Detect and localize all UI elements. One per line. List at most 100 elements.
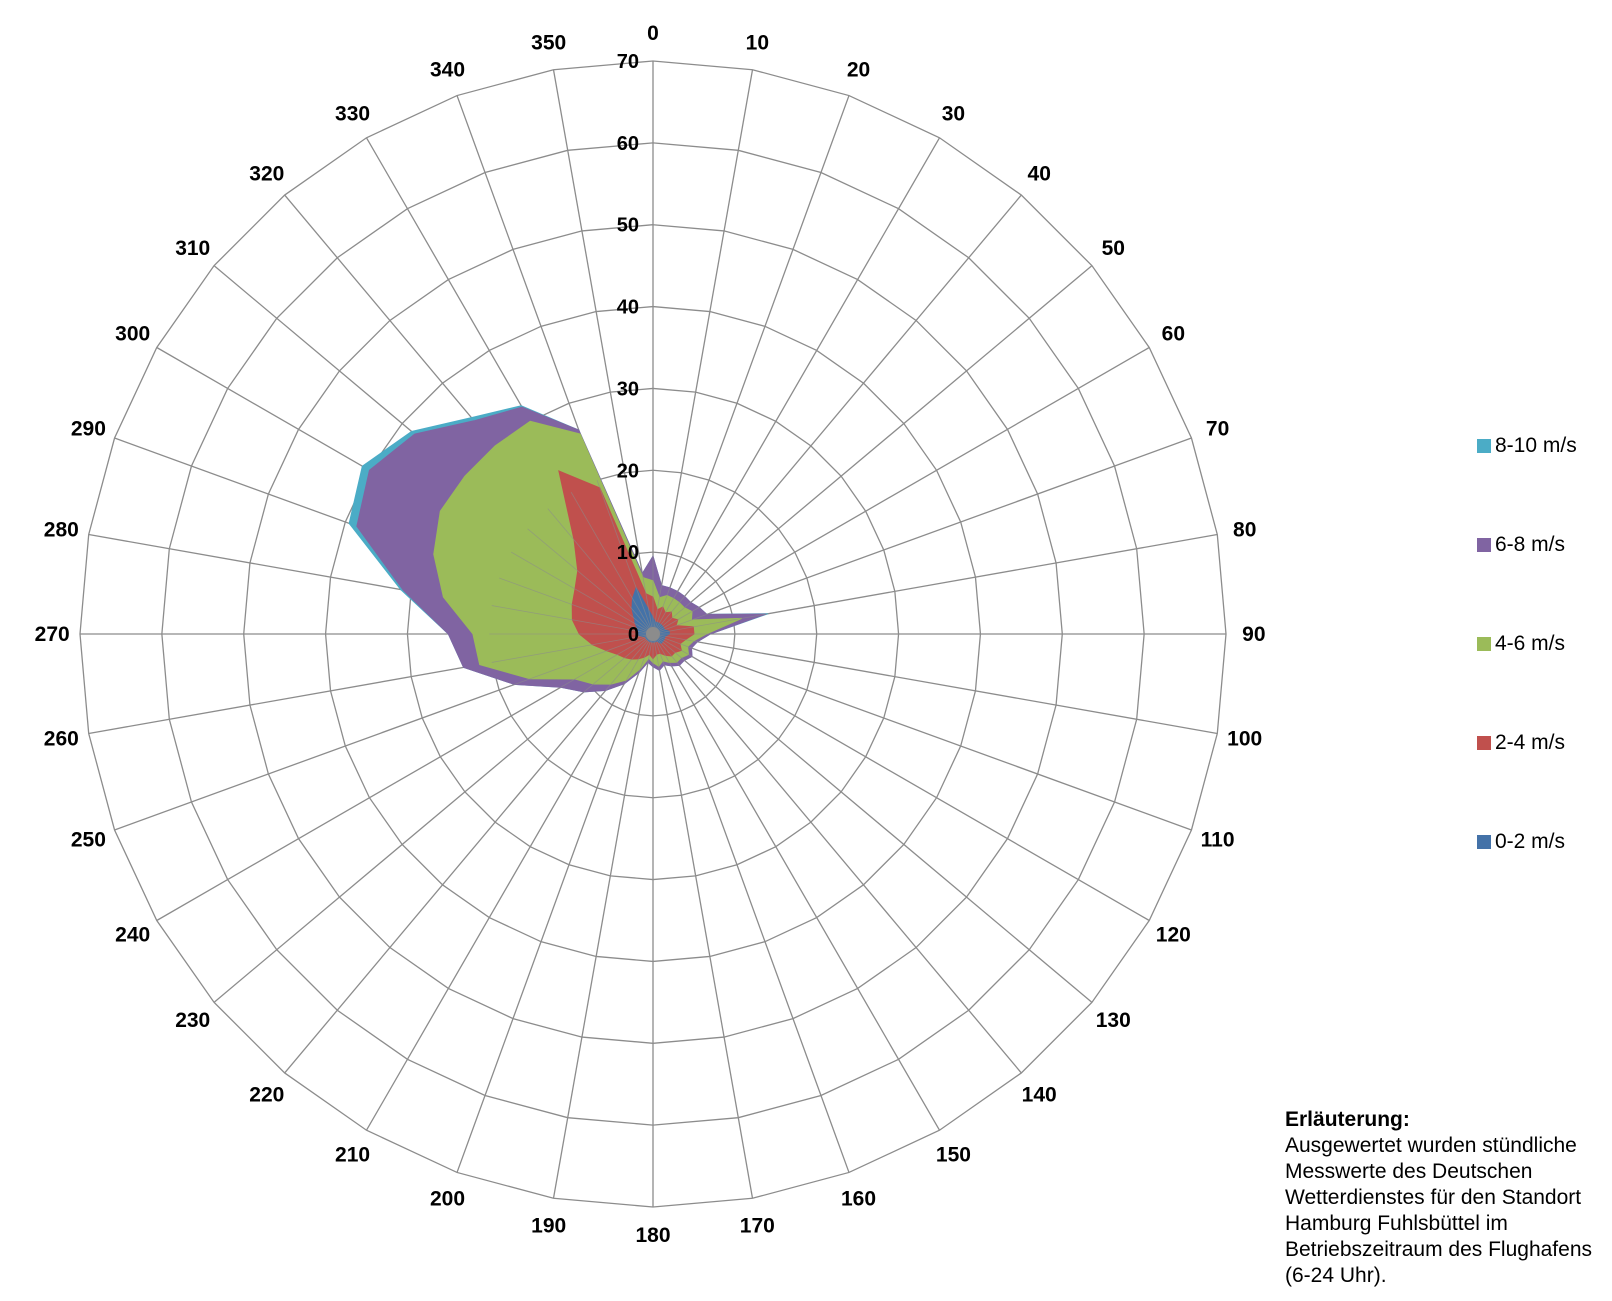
legend-item: 0-2 m/s (1477, 829, 1565, 855)
grid-spoke-overlay (491, 633, 654, 663)
grid-spoke-overlay (652, 633, 710, 788)
legend-swatch (1477, 637, 1491, 651)
radial-tick-label: 30 (617, 378, 639, 400)
legend-label: 0-2 m/s (1495, 830, 1566, 853)
note-line: Hamburg Fuhlsbüttel im (1285, 1212, 1508, 1235)
explanation-note: Erläuterung: Ausgewertet wurden stündlic… (1285, 1107, 1612, 1297)
direction-label: 280 (44, 519, 79, 542)
direction-label: 40 (1028, 163, 1051, 186)
note-line: Betriebszeitraum des Flughafens (1285, 1238, 1592, 1261)
grid-spoke-overlay (652, 633, 815, 663)
note-line: Wetterdienstes für den Standort (1285, 1186, 1582, 1209)
grid-spoke-overlay (547, 633, 654, 760)
direction-label: 320 (249, 163, 284, 186)
grid-spoke-overlay (527, 633, 654, 740)
radial-tick-label: 20 (617, 460, 639, 482)
direction-label: 180 (635, 1224, 670, 1247)
grid-spoke-overlay (547, 508, 654, 635)
radial-tick-label: 40 (617, 297, 639, 319)
grid-spoke-overlay (596, 633, 654, 788)
legend-swatch (1477, 439, 1491, 453)
grid-spoke-overlay (511, 551, 654, 635)
direction-label: 270 (35, 623, 70, 646)
direction-label: 310 (175, 237, 210, 260)
legend-label: 4-6 m/s (1495, 632, 1566, 655)
direction-label: 160 (841, 1188, 876, 1211)
direction-label: 200 (430, 1188, 465, 1211)
radial-tick-label: 0 (628, 624, 639, 646)
grid-spoke-overlay (652, 633, 779, 740)
note-line: (6-24 Uhr). (1285, 1264, 1387, 1287)
direction-labels: 0 102030405060708090100110120130140150160… (35, 22, 1266, 1247)
direction-label: 340 (430, 58, 465, 81)
grid-spoke-overlay (624, 472, 654, 635)
legend-swatch (1477, 538, 1491, 552)
direction-label: 250 (71, 828, 106, 851)
direction-label: 110 (1201, 828, 1235, 851)
legend-label: 2-4 m/s (1495, 731, 1566, 754)
grid-spoke-overlay (499, 577, 654, 635)
grid-spoke-overlay (652, 633, 682, 796)
legend-item: 6-8 m/s (1477, 532, 1565, 558)
legend-item: 4-6 m/s (1477, 631, 1565, 657)
grid-spoke-overlay (596, 480, 654, 635)
note-line: Ausgewertet wurden stündliche (1285, 1134, 1577, 1157)
direction-label: 130 (1096, 1009, 1131, 1032)
direction-label: 150 (936, 1143, 971, 1166)
chart-series-areas (348, 405, 817, 798)
legend-item: 2-4 m/s (1477, 730, 1565, 756)
grid-spoke-overlay (570, 633, 654, 776)
direction-label: 300 (115, 323, 150, 346)
legend-item: 8-10 m/s (1477, 433, 1577, 459)
grid-spoke-overlay (652, 492, 736, 635)
radial-tick-label: 10 (617, 542, 639, 564)
grid-spoke-overlay (652, 633, 807, 691)
grid-spoke-overlay (491, 605, 654, 635)
grid-spoke-overlay (570, 492, 654, 635)
direction-label: 10 (746, 31, 769, 54)
legend-label: 8-10 m/s (1495, 434, 1577, 457)
direction-label: 330 (335, 103, 370, 126)
direction-label: 30 (942, 103, 965, 126)
grid-spoke-overlay (511, 633, 654, 717)
direction-label: 100 (1227, 727, 1262, 750)
direction-label: 230 (175, 1009, 210, 1032)
direction-label: 260 (44, 727, 79, 750)
grid-spoke-overlay (652, 577, 807, 635)
radial-tick-label: 50 (617, 215, 639, 237)
direction-label: 90 (1242, 623, 1265, 646)
direction-label: 70 (1206, 418, 1229, 441)
legend-swatch (1477, 835, 1491, 849)
direction-label: 20 (847, 58, 870, 81)
direction-label: 290 (71, 418, 106, 441)
grid-spoke-overlay (652, 508, 759, 635)
legend-label: 6-8 m/s (1495, 533, 1566, 556)
legend-swatch (1477, 736, 1491, 750)
direction-label: 220 (249, 1083, 284, 1106)
series-area-2-4-m-s (558, 470, 695, 660)
grid-spoke-overlay (624, 633, 654, 796)
direction-label: 350 (531, 31, 566, 54)
direction-label: 190 (531, 1215, 566, 1238)
direction-label: 210 (335, 1143, 370, 1166)
note-line: Messwerte des Deutschen (1285, 1160, 1533, 1183)
radial-tick-label: 70 (617, 51, 639, 73)
radial-tick-label: 60 (617, 133, 639, 155)
direction-label: 140 (1022, 1083, 1057, 1106)
grid-spoke-overlay (652, 633, 736, 776)
grid-spoke-overlay (652, 472, 682, 635)
radial-tick-labels: 0 10 20 30 40 50 60 70 (617, 51, 639, 646)
chart-center (646, 627, 660, 641)
grid-spoke-overlay (652, 605, 815, 635)
grid-spoke-overlay (527, 528, 654, 635)
direction-label: 0 (647, 22, 659, 45)
grid-spoke-overlay (652, 480, 710, 635)
grid-spoke-overlay (652, 633, 795, 717)
direction-label: 170 (740, 1215, 775, 1238)
grid-spoke-overlay (499, 633, 654, 691)
direction-label: 60 (1162, 323, 1185, 346)
note-title: Erläuterung: (1285, 1108, 1410, 1131)
direction-label: 50 (1102, 237, 1125, 260)
direction-label: 120 (1156, 923, 1191, 946)
